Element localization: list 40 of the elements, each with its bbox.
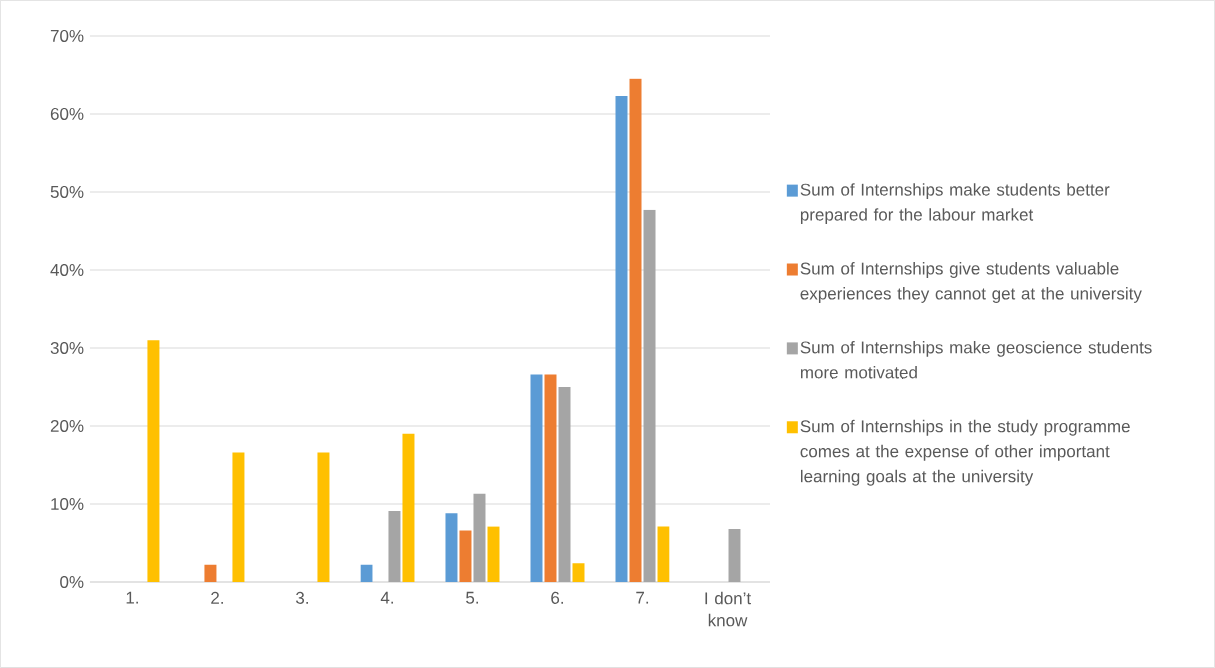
bar [360, 564, 373, 583]
bar [388, 511, 401, 583]
bar [204, 564, 217, 583]
y-tick-label: 30% [50, 341, 84, 355]
x-tick-label: 4. [380, 591, 393, 604]
bar [572, 563, 585, 583]
bar [558, 387, 571, 583]
legend-label: Sum of Internships make students better prepared for the labour market [800, 183, 1110, 225]
bar [643, 209, 656, 583]
bar [445, 513, 458, 583]
bar [530, 374, 543, 583]
x-tick-label: 3. [296, 591, 308, 604]
legend-label: Sum of Internships in the study programme comes at the expense of other important learning goals at the university [800, 419, 1130, 486]
x-tick-label: I don’t know [705, 591, 752, 627]
y-tick-label: 70% [50, 29, 84, 42]
y-tick-label: 50% [50, 185, 84, 198]
bar [629, 78, 642, 583]
x-tick-label: 6. [551, 591, 564, 604]
bar [657, 526, 670, 583]
bar [459, 530, 472, 583]
bar [317, 452, 330, 583]
x-tick-label: 1. [126, 591, 138, 604]
bar [544, 374, 557, 583]
y-tick-label: 60% [50, 107, 84, 120]
x-tick-label: 7. [636, 591, 649, 604]
bar [487, 526, 500, 583]
x-tick-label: 5. [466, 591, 479, 604]
y-tick-label: 0% [60, 576, 84, 589]
bar [473, 493, 486, 583]
y-tick-label: 10% [51, 498, 84, 511]
bar [232, 452, 245, 583]
bar [728, 528, 741, 583]
bar [147, 340, 160, 583]
bar [402, 433, 415, 583]
bar [615, 96, 628, 583]
y-tick-label: 40% [50, 263, 84, 277]
legend-label: Sum of Internships make geoscience students more motivated [800, 341, 1152, 379]
y-tick-label: 20% [50, 419, 84, 433]
x-tick-label: 2. [211, 591, 223, 604]
legend-label: Sum of Internships give students valuable experiences they cannot get at the university [800, 262, 1142, 303]
